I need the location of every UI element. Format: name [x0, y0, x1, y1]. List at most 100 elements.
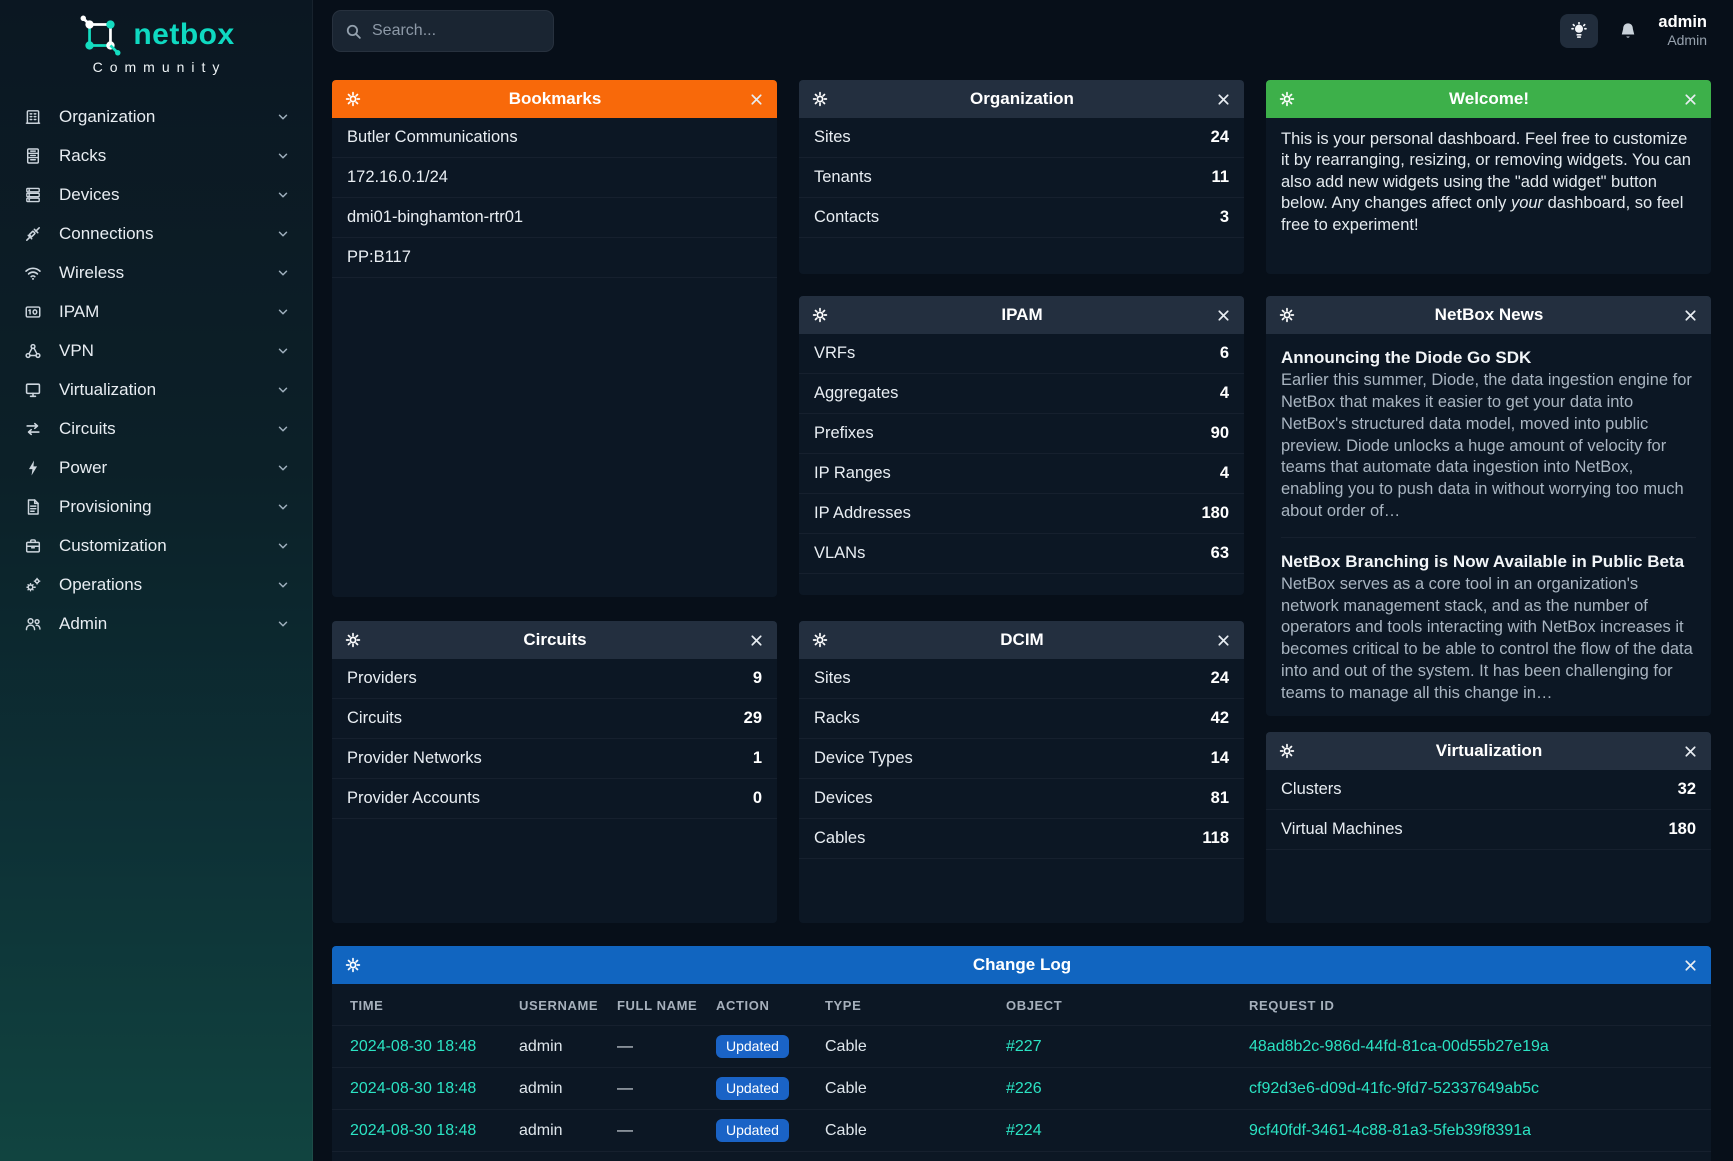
- circuits-icon: [24, 420, 44, 438]
- changelog-request-link[interactable]: cf92d3e6-d09d-41fc-9fd7-52337649ab5c: [1249, 1067, 1711, 1110]
- bookmark-item[interactable]: 172.16.0.1/24: [332, 158, 777, 198]
- stat-row[interactable]: Circuits 29: [332, 699, 777, 739]
- dcim-widget-header[interactable]: DCIM: [799, 621, 1244, 659]
- stat-row[interactable]: Contacts 3: [799, 198, 1244, 238]
- widget-config-gear-icon[interactable]: [1279, 743, 1295, 759]
- changelog-request-link[interactable]: 7a3c4a3c-aaa9-47f2-904f-f89391c997c2: [1249, 1151, 1711, 1161]
- search-input[interactable]: [372, 22, 522, 40]
- stat-row[interactable]: Devices 81: [799, 779, 1244, 819]
- circuits-widget-header[interactable]: Circuits: [332, 621, 777, 659]
- changelog-request-link[interactable]: 48ad8b2c-986d-44fd-81ca-00d55b27e19a: [1249, 1025, 1711, 1068]
- widget-close-icon[interactable]: [749, 633, 764, 648]
- lightbulb-icon: [1570, 22, 1588, 40]
- news-link[interactable]: NetBox Branching is Now Available in Pub…: [1281, 551, 1685, 571]
- widget-close-icon[interactable]: [1216, 92, 1231, 107]
- sidebar-item-provisioning[interactable]: Provisioning: [0, 487, 312, 526]
- sidebar-item-power[interactable]: Power: [0, 448, 312, 487]
- widget-config-gear-icon[interactable]: [345, 632, 361, 648]
- changelog-time-link[interactable]: 2024-08-30 18:48: [332, 1025, 519, 1068]
- stat-row[interactable]: VRFs 6: [799, 334, 1244, 374]
- welcome-widget-header[interactable]: Welcome!: [1266, 80, 1711, 118]
- bookmark-item[interactable]: dmi01-binghamton-rtr01: [332, 198, 777, 238]
- changelog-object-link[interactable]: #224: [1006, 1151, 1249, 1161]
- ipam-widget-header[interactable]: IPAM: [799, 296, 1244, 334]
- sidebar-item-vpn[interactable]: VPN: [0, 331, 312, 370]
- widget-title: Organization: [970, 89, 1074, 108]
- bookmarks-widget-header[interactable]: Bookmarks: [332, 80, 777, 118]
- changelog-widget-header[interactable]: Change Log: [332, 946, 1711, 984]
- sidebar-item-devices[interactable]: Devices: [0, 175, 312, 214]
- widget-title: Change Log: [972, 955, 1072, 974]
- welcome-text: This is your personal dashboard. Feel fr…: [1281, 130, 1691, 234]
- ipam-widget: IPAM VRFs 6 Aggregates 4 Prefixes 90 IP Ran…: [799, 296, 1244, 595]
- notifications-bell-icon[interactable]: [1618, 21, 1638, 41]
- changelog-request-link[interactable]: 9cf40fdf-3461-4c88-81a3-5feb39f8391a: [1249, 1109, 1711, 1152]
- widget-close-icon[interactable]: [1683, 744, 1698, 759]
- stat-row[interactable]: IP Ranges 4: [799, 454, 1244, 494]
- changelog-time-link[interactable]: 2024-08-30 18:48: [332, 1109, 519, 1152]
- changelog-object-link[interactable]: #226: [1006, 1067, 1249, 1110]
- virtualization-widget-header[interactable]: Virtualization: [1266, 732, 1711, 770]
- widget-config-gear-icon[interactable]: [812, 307, 828, 323]
- sidebar-item-admin[interactable]: Admin: [0, 604, 312, 643]
- news-link[interactable]: Announcing the Diode Go SDK: [1281, 348, 1532, 367]
- theme-toggle-button[interactable]: [1560, 14, 1599, 48]
- stat-row[interactable]: Device Types 14: [799, 739, 1244, 779]
- stat-row[interactable]: Sites 24: [799, 118, 1244, 158]
- stat-row[interactable]: Aggregates 4: [799, 374, 1244, 414]
- stat-row[interactable]: Racks 42: [799, 699, 1244, 739]
- wireless-icon: [24, 264, 44, 282]
- stat-row[interactable]: Provider Accounts 0: [332, 779, 777, 819]
- bookmark-item[interactable]: Butler Communications: [332, 118, 777, 158]
- widget-config-gear-icon[interactable]: [1279, 307, 1295, 323]
- widget-close-icon[interactable]: [1683, 958, 1698, 973]
- sidebar-item-customization[interactable]: Customization: [0, 526, 312, 565]
- user-area: admin Admin: [1560, 13, 1707, 48]
- chevron-down-icon: [276, 110, 290, 124]
- circuits-widget: Circuits Providers 9 Circuits 29 Provider …: [332, 621, 777, 923]
- widget-config-gear-icon[interactable]: [812, 91, 828, 107]
- sidebar-item-circuits[interactable]: Circuits: [0, 409, 312, 448]
- widget-close-icon[interactable]: [1216, 308, 1231, 323]
- sidebar-item-virtualization[interactable]: Virtualization: [0, 370, 312, 409]
- changelog-time-link[interactable]: 2024-08-30 18:48: [332, 1067, 519, 1110]
- stat-row[interactable]: Virtual Machines 180: [1266, 810, 1711, 850]
- changelog-object-link[interactable]: #227: [1006, 1025, 1249, 1068]
- user-menu[interactable]: admin Admin: [1658, 13, 1707, 48]
- widget-close-icon[interactable]: [1683, 92, 1698, 107]
- stat-row[interactable]: Provider Networks 1: [332, 739, 777, 779]
- stat-row[interactable]: Clusters 32: [1266, 770, 1711, 810]
- changelog-time-link[interactable]: 2024-08-30 18:47: [332, 1151, 519, 1161]
- widget-config-gear-icon[interactable]: [345, 957, 361, 973]
- news-widget-header[interactable]: NetBox News: [1266, 296, 1711, 334]
- admin-icon: [24, 615, 44, 633]
- stat-row[interactable]: Sites 24: [799, 659, 1244, 699]
- stat-row[interactable]: Providers 9: [332, 659, 777, 699]
- chevron-down-icon: [276, 617, 290, 631]
- widget-close-icon[interactable]: [1216, 633, 1231, 648]
- stat-row[interactable]: Tenants 11: [799, 158, 1244, 198]
- sidebar-item-ipam[interactable]: IPAM: [0, 292, 312, 331]
- stat-row[interactable]: IP Addresses 180: [799, 494, 1244, 534]
- widget-config-gear-icon[interactable]: [812, 632, 828, 648]
- stat-row[interactable]: Prefixes 90: [799, 414, 1244, 454]
- stat-row[interactable]: Cables 118: [799, 819, 1244, 859]
- sidebar-item-racks[interactable]: Racks: [0, 136, 312, 175]
- widget-config-gear-icon[interactable]: [1279, 91, 1295, 107]
- sidebar-item-wireless[interactable]: Wireless: [0, 253, 312, 292]
- sidebar-nav: Organization Racks Devices Connections W…: [0, 97, 312, 643]
- bookmarks-widget: Bookmarks Butler Communications 172.16.0…: [332, 80, 777, 597]
- brand[interactable]: netbox Community: [0, 0, 312, 75]
- organization-widget-header[interactable]: Organization: [799, 80, 1244, 118]
- changelog-object-link[interactable]: #224: [1006, 1109, 1249, 1152]
- stat-row[interactable]: VLANs 63: [799, 534, 1244, 574]
- widget-config-gear-icon[interactable]: [345, 91, 361, 107]
- sidebar-item-organization[interactable]: Organization: [0, 97, 312, 136]
- chevron-down-icon: [276, 461, 290, 475]
- widget-close-icon[interactable]: [749, 92, 764, 107]
- bookmark-item[interactable]: PP:B117: [332, 238, 777, 278]
- search-box[interactable]: [332, 10, 554, 52]
- sidebar-item-operations[interactable]: Operations: [0, 565, 312, 604]
- widget-close-icon[interactable]: [1683, 308, 1698, 323]
- sidebar-item-connections[interactable]: Connections: [0, 214, 312, 253]
